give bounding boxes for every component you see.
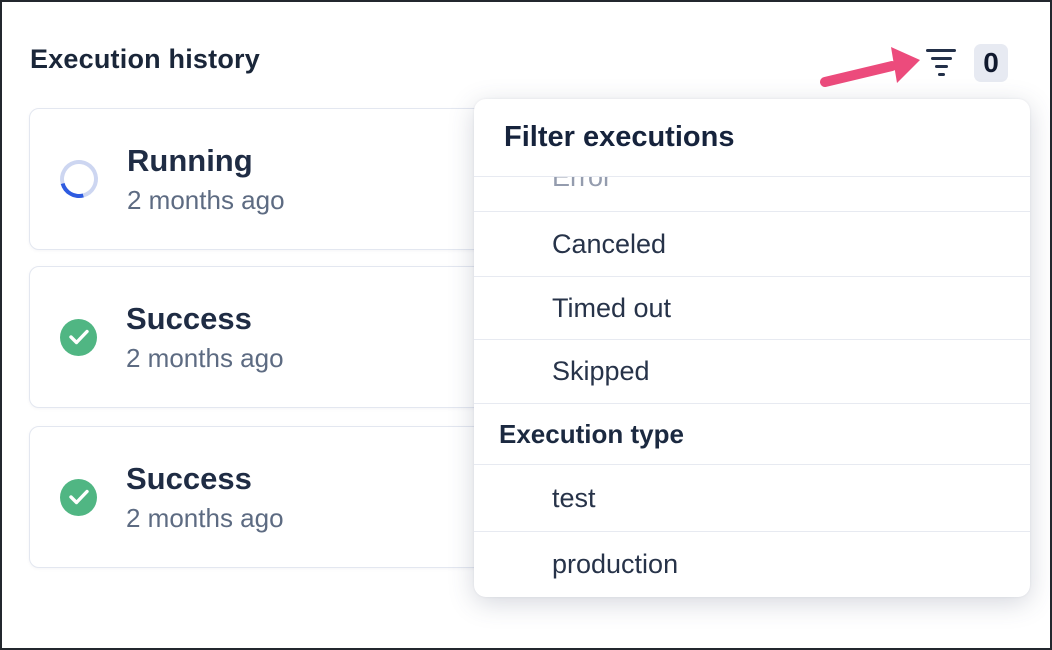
execution-status: Success [126, 300, 252, 336]
menu-item-test[interactable]: test [474, 465, 1030, 532]
spinner-icon [53, 153, 105, 205]
annotation-arrow-icon [820, 47, 920, 87]
execution-status: Running [127, 142, 253, 178]
funnel-filter-icon [926, 48, 956, 76]
menu-item-canceled[interactable]: Canceled [474, 212, 1030, 277]
check-circle-icon [60, 478, 97, 516]
section-execution-type: Execution type [474, 404, 1030, 465]
filter-button[interactable] [922, 44, 960, 80]
menu-item-skipped[interactable]: Skipped [474, 340, 1030, 404]
execution-status: Success [126, 460, 252, 496]
execution-time: 2 months ago [126, 342, 284, 373]
menu-item-timed-out[interactable]: Timed out [474, 277, 1030, 340]
filter-count-badge: 0 [974, 44, 1008, 82]
execution-time: 2 months ago [126, 502, 284, 533]
filter-executions-menu: Filter executions Error Canceled Timed o… [474, 99, 1030, 597]
execution-time: 2 months ago [127, 184, 285, 215]
menu-item-error-clipped[interactable]: Error [474, 177, 1030, 212]
filter-menu-title: Filter executions [474, 99, 1030, 177]
check-circle-icon [60, 318, 97, 356]
menu-item-production[interactable]: production [552, 549, 679, 579]
page-title: Execution history [30, 44, 260, 74]
